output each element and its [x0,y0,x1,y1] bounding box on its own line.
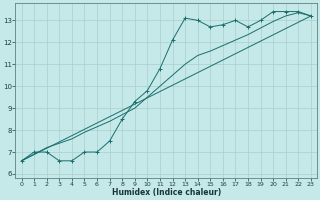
X-axis label: Humidex (Indice chaleur): Humidex (Indice chaleur) [112,188,221,197]
